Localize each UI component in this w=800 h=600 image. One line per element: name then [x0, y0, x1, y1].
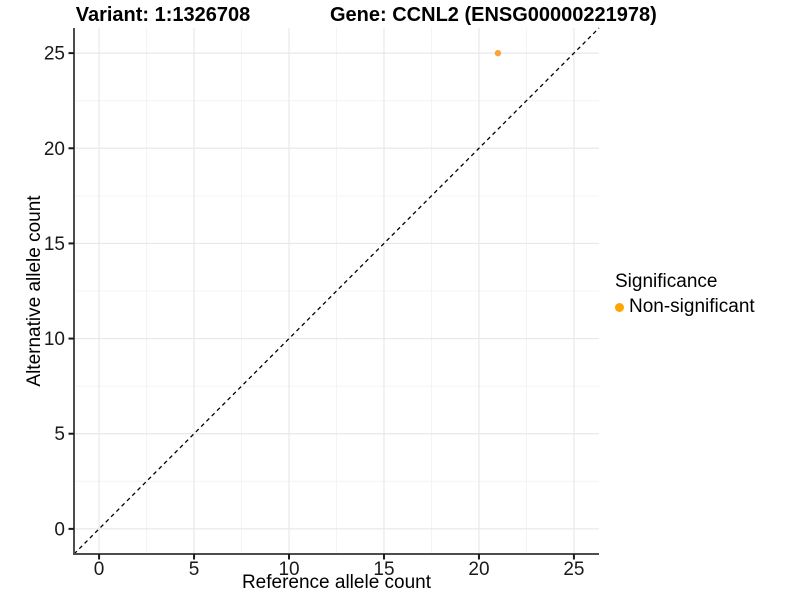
x-tick-label: 20 — [468, 559, 489, 580]
x-tick-label: 25 — [563, 559, 584, 580]
legend-item-label: Non-significant — [629, 296, 755, 317]
x-tick-label: 15 — [373, 559, 394, 580]
y-tick-label: 10 — [44, 329, 65, 350]
y-axis-label: Alternative allele count — [24, 195, 45, 387]
identity-dashed-line — [73, 27, 600, 555]
data-point — [494, 49, 502, 57]
variant-title: Variant: 1:1326708 — [75, 4, 251, 26]
y-tick-label: 0 — [54, 519, 65, 540]
legend-title: Significance — [615, 271, 718, 292]
x-axis-label: Reference allele count — [241, 572, 432, 593]
x-tick-label: 5 — [189, 559, 200, 580]
y-tick-label: 25 — [44, 44, 65, 65]
gene-title: Gene: CCNL2 (ENSG00000221978) — [330, 4, 657, 26]
legend-item: Non-significant — [615, 296, 755, 318]
legend: Significance Non-significant — [615, 271, 755, 318]
x-tick-label: 0 — [94, 559, 105, 580]
y-tick-label: 20 — [44, 139, 65, 160]
orange-dot-icon — [615, 302, 624, 312]
y-tick-label: 5 — [54, 424, 65, 445]
y-tick-label: 15 — [44, 234, 65, 255]
x-tick-label: 10 — [278, 559, 299, 580]
